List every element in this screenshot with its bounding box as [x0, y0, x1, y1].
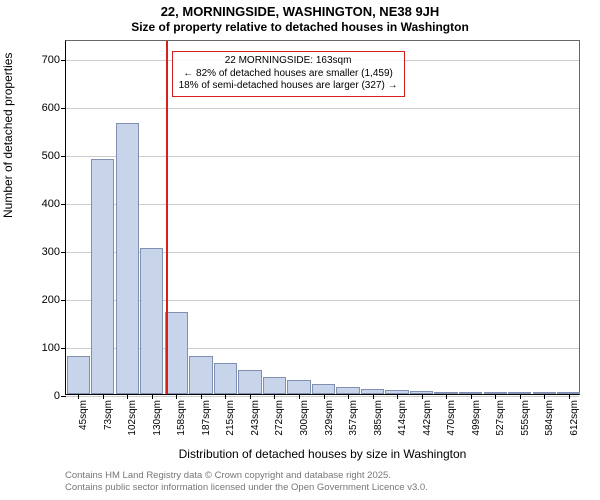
xtick-label: 555sqm: [520, 400, 531, 436]
ytick-label: 100: [42, 342, 60, 354]
xtick-mark: [176, 394, 177, 399]
xtick-mark: [495, 394, 496, 399]
ytick-mark: [61, 108, 66, 109]
xtick-mark: [422, 394, 423, 399]
xtick-label: 243sqm: [250, 400, 261, 436]
ytick-label: 300: [42, 246, 60, 258]
chart-title-line1: 22, MORNINGSIDE, WASHINGTON, NE38 9JH: [0, 4, 600, 19]
xtick-mark: [569, 394, 570, 399]
annotation-line1: 22 MORNINGSIDE: 163sqm: [179, 55, 398, 68]
xtick-mark: [348, 394, 349, 399]
xtick-label: 385sqm: [373, 400, 384, 436]
histogram-bar: [336, 387, 359, 394]
ytick-mark: [61, 396, 66, 397]
gridline-h: [66, 204, 579, 205]
xtick-mark: [152, 394, 153, 399]
histogram-bar: [214, 363, 237, 394]
xtick-mark: [201, 394, 202, 399]
xtick-label: 442sqm: [422, 400, 433, 436]
xtick-mark: [250, 394, 251, 399]
xtick-label: 470sqm: [446, 400, 457, 436]
histogram-bar: [263, 377, 286, 394]
xtick-label: 499sqm: [471, 400, 482, 436]
histogram-bar: [67, 356, 90, 394]
attribution-footer: Contains HM Land Registry data © Crown c…: [65, 470, 428, 494]
xtick-label: 215sqm: [225, 400, 236, 436]
chart-title-line2: Size of property relative to detached ho…: [0, 20, 600, 34]
xtick-label: 527sqm: [495, 400, 506, 436]
ytick-mark: [61, 156, 66, 157]
ytick-label: 700: [42, 54, 60, 66]
ytick-mark: [61, 204, 66, 205]
xtick-mark: [225, 394, 226, 399]
xtick-mark: [274, 394, 275, 399]
histogram-bar: [312, 384, 335, 394]
xtick-label: 130sqm: [152, 400, 163, 436]
xtick-mark: [397, 394, 398, 399]
xtick-mark: [127, 394, 128, 399]
ytick-mark: [61, 300, 66, 301]
histogram-bar: [238, 370, 261, 394]
xtick-mark: [103, 394, 104, 399]
xtick-label: 45sqm: [78, 400, 89, 430]
ytick-label: 500: [42, 150, 60, 162]
annotation-line3: 18% of semi-detached houses are larger (…: [179, 80, 398, 93]
ytick-label: 200: [42, 294, 60, 306]
chart-container: 22, MORNINGSIDE, WASHINGTON, NE38 9JH Si…: [0, 0, 600, 500]
histogram-bar: [287, 380, 310, 394]
xtick-mark: [299, 394, 300, 399]
ytick-label: 400: [42, 198, 60, 210]
histogram-bar: [91, 159, 114, 394]
xtick-label: 73sqm: [103, 400, 114, 430]
reference-line: [166, 41, 168, 394]
histogram-bar: [189, 356, 212, 394]
xtick-label: 300sqm: [299, 400, 310, 436]
xtick-mark: [324, 394, 325, 399]
xtick-mark: [78, 394, 79, 399]
xtick-label: 414sqm: [397, 400, 408, 436]
xtick-mark: [373, 394, 374, 399]
xtick-label: 187sqm: [201, 400, 212, 436]
xtick-mark: [471, 394, 472, 399]
x-axis-label: Distribution of detached houses by size …: [65, 447, 580, 461]
annotation-box: 22 MORNINGSIDE: 163sqm← 82% of detached …: [172, 51, 405, 97]
plot-area: 010020030040050060070045sqm73sqm102sqm13…: [65, 40, 580, 395]
footer-line1: Contains HM Land Registry data © Crown c…: [65, 470, 428, 482]
gridline-h: [66, 396, 579, 397]
ytick-label: 0: [54, 390, 60, 402]
xtick-label: 584sqm: [544, 400, 555, 436]
histogram-bar: [140, 248, 163, 394]
gridline-h: [66, 156, 579, 157]
gridline-h: [66, 108, 579, 109]
xtick-mark: [520, 394, 521, 399]
xtick-label: 329sqm: [324, 400, 335, 436]
footer-line2: Contains public sector information licen…: [65, 482, 428, 494]
xtick-mark: [446, 394, 447, 399]
ytick-label: 600: [42, 102, 60, 114]
annotation-line2: ← 82% of detached houses are smaller (1,…: [179, 68, 398, 81]
ytick-mark: [61, 252, 66, 253]
xtick-label: 158sqm: [176, 400, 187, 436]
xtick-label: 612sqm: [569, 400, 580, 436]
ytick-mark: [61, 60, 66, 61]
y-axis-label: Number of detached properties: [1, 52, 15, 217]
ytick-mark: [61, 348, 66, 349]
xtick-mark: [544, 394, 545, 399]
xtick-label: 272sqm: [274, 400, 285, 436]
xtick-label: 357sqm: [348, 400, 359, 436]
xtick-label: 102sqm: [127, 400, 138, 436]
histogram-bar: [165, 312, 188, 394]
histogram-bar: [116, 123, 139, 394]
